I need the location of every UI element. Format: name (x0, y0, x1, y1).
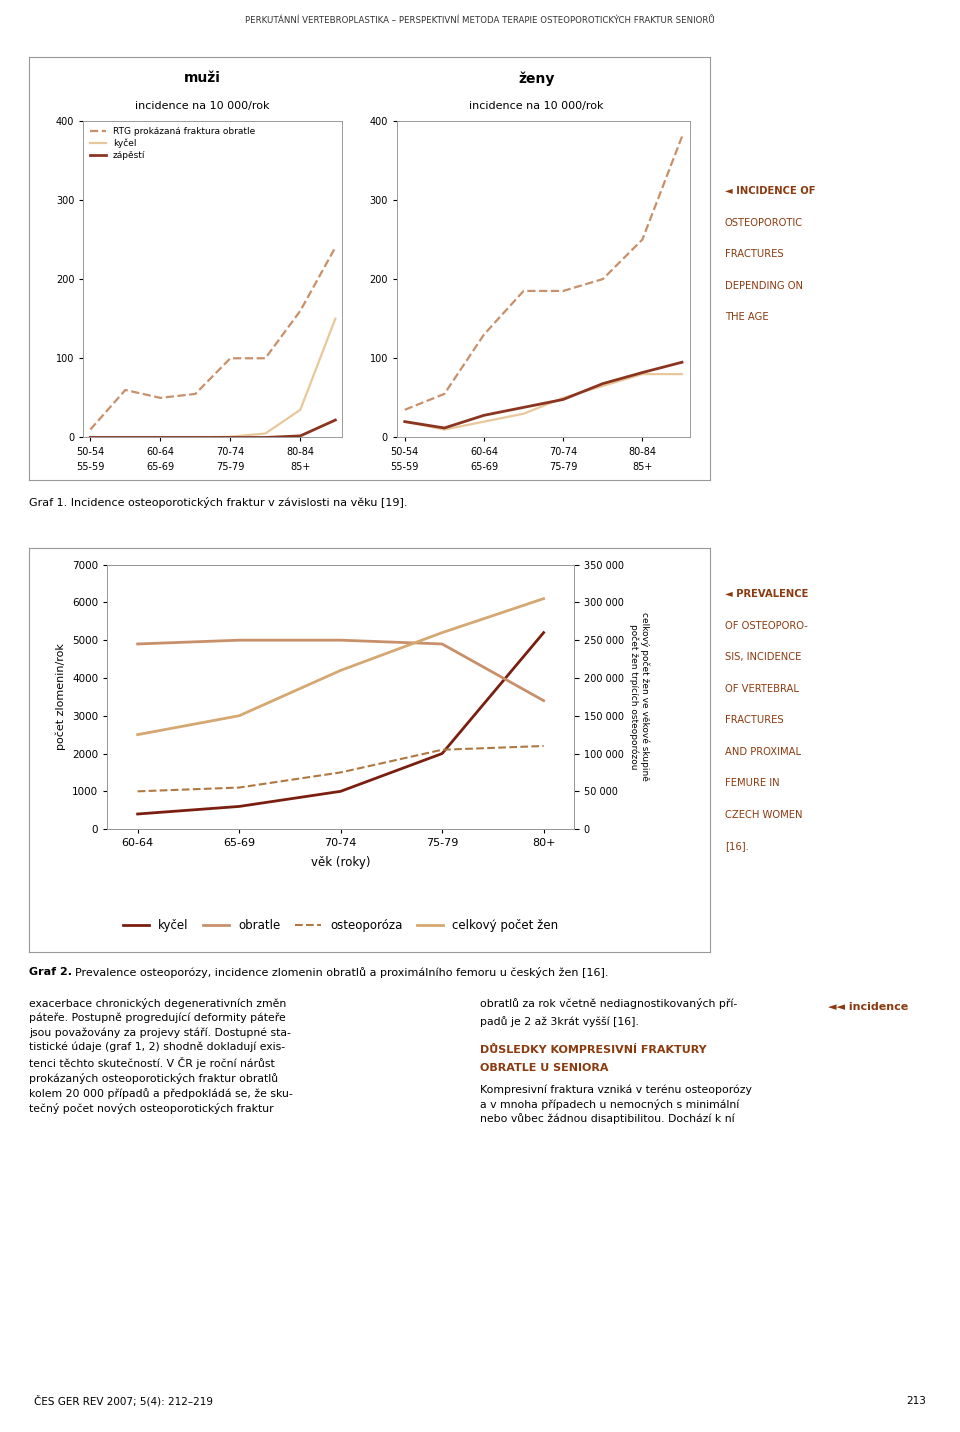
Text: OBRATLE U SENIORA: OBRATLE U SENIORA (480, 1063, 609, 1073)
Text: 213: 213 (906, 1396, 926, 1406)
Text: Kompresivní fraktura vzniká v terénu osteoporózy
a v mnoha případech u nemocných: Kompresivní fraktura vzniká v terénu ost… (480, 1084, 752, 1124)
Text: FEMURE IN: FEMURE IN (725, 779, 780, 788)
Text: SIS, INCIDENCE: SIS, INCIDENCE (725, 653, 802, 662)
Text: 65-69: 65-69 (146, 463, 175, 473)
Text: FRACTURES: FRACTURES (725, 716, 783, 725)
Text: OSTEOPOROTIC: OSTEOPOROTIC (725, 218, 803, 228)
Text: [16].: [16]. (725, 842, 749, 851)
Text: THE AGE: THE AGE (725, 312, 768, 322)
Text: Graf 1. Incidence osteoporotických fraktur v závislosti na věku [19].: Graf 1. Incidence osteoporotických frakt… (29, 497, 407, 508)
Text: exacerbace chronických degenerativních změn
páteře. Postupně progredující deform: exacerbace chronických degenerativních z… (29, 998, 293, 1114)
Text: 75-79: 75-79 (549, 463, 577, 473)
Text: 65-69: 65-69 (470, 463, 498, 473)
Y-axis label: počet zlomenin/rok: počet zlomenin/rok (56, 643, 66, 750)
Text: OF OSTEOPORO-: OF OSTEOPORO- (725, 621, 807, 630)
Text: 85+: 85+ (290, 463, 310, 473)
Text: AND PROXIMAL: AND PROXIMAL (725, 748, 801, 756)
Text: 55-59: 55-59 (76, 463, 105, 473)
Text: ◄◄ incidence: ◄◄ incidence (828, 1002, 908, 1011)
Text: Graf 2.: Graf 2. (29, 967, 76, 977)
Text: DŮSLEDKY KOMPRESIVNÍ FRAKTURY: DŮSLEDKY KOMPRESIVNÍ FRAKTURY (480, 1045, 707, 1055)
Text: padů je 2 až 3krát vyšší [16].: padů je 2 až 3krát vyšší [16]. (480, 1017, 638, 1027)
Text: ženy: ženy (518, 72, 555, 86)
Text: obratlů za rok včetně nediagnostikovaných pří-: obratlů za rok včetně nediagnostikovanýc… (480, 998, 737, 1010)
Y-axis label: celkový počet žen ve věkové skupině
počet žen trpících osteoporózou: celkový počet žen ve věkové skupině poče… (630, 613, 650, 782)
Text: Prevalence osteoporózy, incidence zlomenin obratlů a proximálního femoru u český: Prevalence osteoporózy, incidence zlomen… (75, 967, 609, 978)
Text: OF VERTEBRAL: OF VERTEBRAL (725, 684, 799, 693)
Text: 75-79: 75-79 (216, 463, 245, 473)
Text: incidence na 10 000/rok: incidence na 10 000/rok (469, 100, 604, 110)
Text: CZECH WOMEN: CZECH WOMEN (725, 811, 803, 819)
Text: FRACTURES: FRACTURES (725, 249, 783, 259)
Text: incidence na 10 000/rok: incidence na 10 000/rok (135, 100, 270, 110)
Text: DEPENDING ON: DEPENDING ON (725, 281, 803, 291)
Text: 55-59: 55-59 (391, 463, 419, 473)
Text: 85+: 85+ (633, 463, 653, 473)
Legend: kyčel, obratle, osteoporóza, celkový počet žen: kyčel, obratle, osteoporóza, celkový poč… (118, 915, 564, 937)
Legend: RTG prokázaná fraktura obratle, kyčel, zápěstí: RTG prokázaná fraktura obratle, kyčel, z… (88, 125, 257, 162)
X-axis label: věk (roky): věk (roky) (311, 856, 371, 869)
Text: ◄ INCIDENCE OF: ◄ INCIDENCE OF (725, 186, 815, 196)
Text: ČES GER REV 2007; 5(4): 212–219: ČES GER REV 2007; 5(4): 212–219 (34, 1395, 212, 1406)
Text: PERKUTÁNNÍ VERTEBROPLASTIKA – PERSPEKTIVNÍ METODA TERAPIE OSTEOPOROTICKÝCH FRAKT: PERKUTÁNNÍ VERTEBROPLASTIKA – PERSPEKTIV… (245, 16, 715, 26)
Text: muži: muži (184, 72, 221, 86)
Text: ◄ PREVALENCE: ◄ PREVALENCE (725, 590, 808, 599)
